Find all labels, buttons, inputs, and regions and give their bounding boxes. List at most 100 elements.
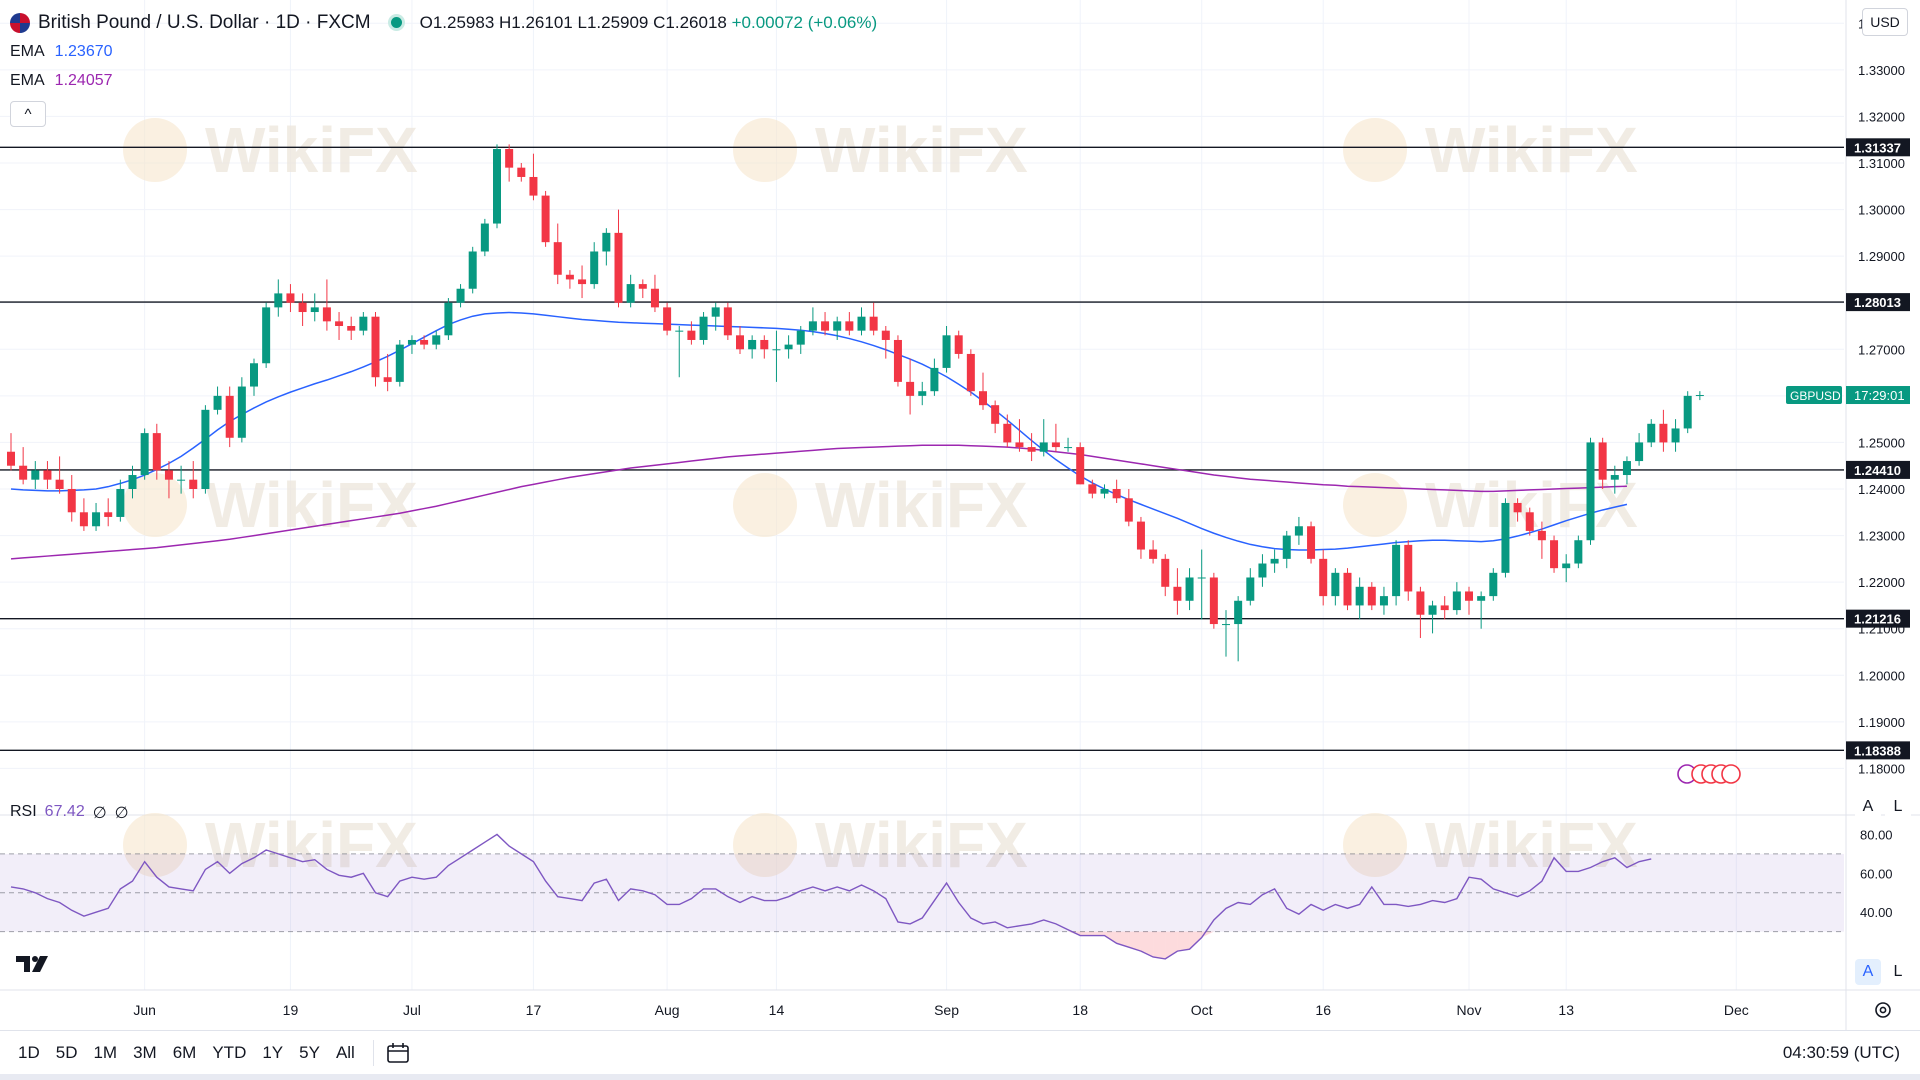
candle-body (1355, 586, 1364, 606)
candle-body (1465, 591, 1473, 601)
economic-events (1677, 764, 1741, 784)
candle-body (711, 307, 720, 317)
time-tick-label: Oct (1191, 1002, 1213, 1018)
candle (808, 307, 817, 336)
time-tick-label: 19 (283, 1002, 299, 1018)
candle (1294, 516, 1303, 545)
candle (675, 326, 684, 378)
price-auto-scale-button[interactable]: A (1855, 794, 1881, 820)
candle (1635, 433, 1644, 466)
candle-body (541, 195, 550, 243)
candle-body (1270, 558, 1279, 564)
calendar-icon[interactable] (386, 1042, 410, 1064)
candle (1683, 391, 1692, 434)
price-log-scale-button[interactable]: L (1885, 794, 1911, 820)
utc-clock[interactable]: 04:30:59 (UTC) (1782, 1043, 1900, 1062)
candle-body (1282, 535, 1291, 559)
period-all[interactable]: All (335, 1043, 355, 1062)
period-1m[interactable]: 1M (93, 1043, 118, 1062)
rsi-band (0, 853, 1844, 933)
rsi-oversold-fill (1177, 931, 1190, 952)
candle (1112, 479, 1121, 503)
candle-body (1525, 512, 1534, 531)
candle (1440, 596, 1449, 620)
period-1d[interactable]: 1D (18, 1043, 40, 1062)
candle (906, 358, 915, 415)
candle (1331, 568, 1340, 606)
candlestick-series (7, 144, 1704, 662)
watermark-text: WikiFX (815, 469, 1028, 541)
price-tick-label: 1.31000 (1858, 156, 1905, 171)
ema-fast-legend[interactable]: EMA 1.23670 (10, 37, 883, 66)
period-5d[interactable]: 5D (55, 1043, 78, 1062)
market-status-icon[interactable] (390, 17, 402, 28)
rsi-legend[interactable]: RSI 67.42 ∅ ∅ (10, 803, 129, 823)
candle-body (1501, 502, 1510, 573)
candle (1598, 437, 1607, 489)
period-ytd[interactable]: YTD (212, 1043, 247, 1062)
candle (1222, 610, 1230, 657)
candle (335, 312, 344, 340)
period-6m[interactable]: 6M (172, 1043, 197, 1062)
candle-body (1513, 502, 1522, 513)
price-tick-label: 1.20000 (1858, 668, 1905, 683)
candle (55, 456, 64, 494)
settings-gear-icon[interactable] (1872, 999, 1894, 1021)
candle-body (1100, 489, 1109, 494)
candle (833, 316, 842, 340)
currency-selector[interactable]: USD (1862, 8, 1908, 36)
candle (711, 302, 720, 331)
candle (480, 218, 489, 257)
watermark-logo-icon (1343, 473, 1407, 537)
rsi-log-scale-button[interactable]: L (1885, 959, 1911, 985)
candle-body (796, 330, 805, 345)
candle (869, 302, 878, 336)
toolbar-divider (372, 1040, 374, 1066)
level-tag-bg (1846, 460, 1910, 479)
rsi-oversold-fill (1189, 931, 1202, 950)
candle-body (748, 339, 757, 350)
candle-body (67, 489, 76, 513)
candle (918, 381, 927, 406)
collapse-legend-button[interactable]: ^ (10, 101, 46, 127)
candle-body (140, 433, 149, 476)
candle-body (1015, 442, 1024, 448)
rsi-auto-scale-button[interactable]: A (1855, 959, 1881, 985)
period-5y[interactable]: 5Y (299, 1043, 320, 1062)
candle (1367, 582, 1376, 611)
candle-body (626, 284, 635, 303)
level-tag-text: 1.24410 (1854, 463, 1901, 478)
price-tick-label: 1.27000 (1858, 342, 1905, 357)
candle (1015, 419, 1024, 452)
candle-body (699, 316, 708, 340)
candle (7, 433, 15, 471)
watermarks: WikiFX WikiFX WikiFX WikiFX WikiFX WikiFX Wiki… (123, 114, 1638, 881)
candle (189, 461, 198, 499)
candle (225, 386, 234, 448)
candle-body (1331, 572, 1340, 597)
period-3m[interactable]: 3M (133, 1043, 157, 1062)
tradingview-logo[interactable] (14, 952, 54, 974)
period-1y[interactable]: 1Y (262, 1043, 284, 1062)
candle-body (359, 316, 368, 331)
candle (1343, 568, 1352, 611)
candle-body (1076, 447, 1085, 485)
rsi-oversold-fill (1104, 931, 1117, 944)
candle (954, 330, 963, 359)
candle-body (1586, 442, 1595, 541)
candle (407, 335, 416, 354)
symbol-title[interactable]: British Pound / U.S. Dollar · 1D · FXCM (38, 11, 371, 33)
candle-body (1537, 530, 1546, 541)
candle-body (225, 395, 234, 438)
price-chart[interactable]: WikiFX WikiFX WikiFX WikiFX WikiFX WikiFX Wiki… (0, 0, 1920, 1030)
candle (760, 335, 769, 359)
candle (1355, 577, 1364, 620)
rsi-value: 67.42 (44, 803, 85, 820)
candle (1161, 554, 1170, 597)
ohlc-values: O1.25983 H1.26101 L1.25909 C1.26018 +0.0… (420, 13, 884, 33)
ema-slow-legend[interactable]: EMA 1.24057 (10, 66, 883, 95)
candle (1610, 465, 1619, 494)
candle (286, 284, 295, 313)
time-tick-label: Jun (133, 1002, 156, 1018)
candle-body (1440, 605, 1449, 611)
